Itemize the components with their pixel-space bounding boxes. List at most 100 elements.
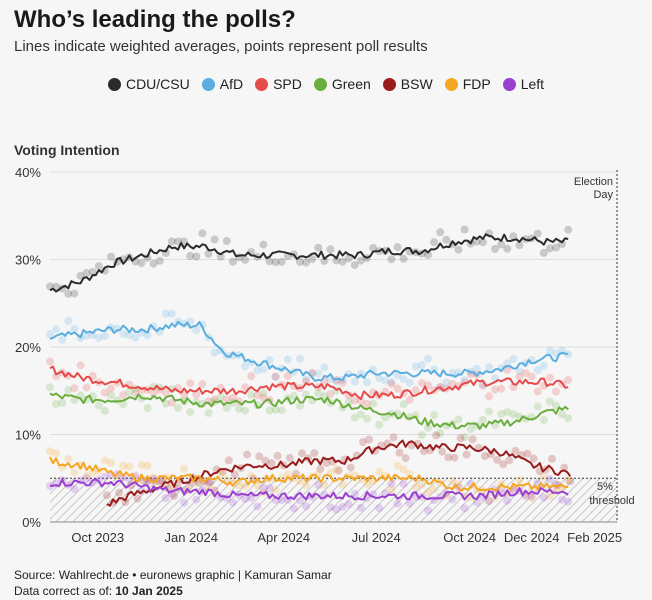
poll-point <box>417 361 426 370</box>
poll-point <box>82 474 91 483</box>
poll-point <box>375 374 384 383</box>
poll-point <box>296 257 304 266</box>
poll-point <box>424 506 432 515</box>
legend-item: AfD <box>201 76 244 92</box>
poll-point <box>442 235 451 244</box>
poll-point <box>174 403 182 412</box>
poll-point <box>527 493 536 502</box>
poll-point <box>222 395 231 404</box>
poll-point <box>527 372 536 381</box>
poll-point <box>497 384 506 393</box>
y-tick-label: 30% <box>15 253 41 268</box>
poll-point <box>76 361 85 370</box>
poll-point <box>143 331 152 340</box>
poll-point <box>365 435 374 444</box>
poll-point <box>485 407 493 416</box>
poll-points-cducsu <box>46 225 573 298</box>
poll-point <box>247 472 256 480</box>
series-line-bsw <box>106 439 572 507</box>
poll-point <box>46 447 54 456</box>
poll-point <box>332 465 341 474</box>
poll-point <box>161 494 170 502</box>
poll-point <box>131 333 140 342</box>
poll-point <box>552 387 560 396</box>
poll-point <box>247 390 256 399</box>
poll-point <box>444 453 453 462</box>
poll-point <box>387 255 396 264</box>
poll-point <box>485 392 493 401</box>
poll-point <box>393 384 402 393</box>
poll-point <box>405 499 414 508</box>
poll-point <box>107 384 115 393</box>
poll-point <box>338 378 347 387</box>
legend-item: CDU/CSU <box>107 76 190 92</box>
poll-point <box>265 257 274 266</box>
legend-item: Left <box>502 76 545 92</box>
poll-point <box>167 237 176 246</box>
poll-point <box>515 372 524 381</box>
poll-point <box>369 243 378 252</box>
poll-point <box>271 373 280 382</box>
x-tick-label: Jul 2024 <box>352 530 401 545</box>
y-tick-label: 0% <box>22 515 41 530</box>
poll-point <box>564 476 573 484</box>
source-note: Source: Wahlrecht.de • euronews graphic … <box>14 568 332 582</box>
poll-point <box>515 476 524 485</box>
poll-point <box>350 413 359 422</box>
poll-point <box>314 389 323 398</box>
poll-point <box>529 454 538 463</box>
election-day-label: Election <box>574 176 613 188</box>
poll-point <box>161 388 170 397</box>
poll-point <box>192 390 201 399</box>
poll-point <box>350 396 359 405</box>
legend: CDU/CSU AfD SPD Green BSW FDP Left <box>0 76 652 92</box>
poll-point <box>356 397 365 405</box>
legend-label: AfD <box>219 76 244 92</box>
poll-point <box>503 496 512 505</box>
poll-point <box>230 470 239 479</box>
poll-point <box>259 365 268 374</box>
poll-point <box>314 480 323 489</box>
poll-point <box>167 309 176 318</box>
poll-point <box>346 463 355 472</box>
poll-point <box>332 256 341 265</box>
poll-point <box>253 366 262 375</box>
poll-point <box>338 480 347 489</box>
poll-point <box>222 404 231 413</box>
poll-point <box>387 485 396 494</box>
poll-point <box>381 413 390 422</box>
legend-label: CDU/CSU <box>125 76 190 92</box>
poll-point <box>478 486 487 495</box>
poll-point <box>399 400 408 409</box>
poll-point <box>283 470 292 479</box>
poll-point <box>564 350 573 359</box>
poll-point <box>267 459 276 468</box>
poll-point <box>375 420 384 429</box>
poll-point <box>119 473 128 482</box>
poll-point <box>198 380 207 389</box>
poll-point <box>430 485 439 494</box>
poll-point <box>539 416 548 425</box>
poll-point <box>235 481 243 490</box>
poll-point <box>241 362 250 371</box>
poll-point <box>133 494 142 503</box>
poll-point <box>466 424 475 433</box>
poll-point <box>545 475 554 484</box>
poll-point <box>204 249 213 258</box>
poll-point <box>509 410 518 419</box>
poll-point <box>419 447 428 456</box>
poll-point <box>411 483 420 492</box>
legend-label: Left <box>520 76 545 92</box>
poll-point <box>369 399 378 408</box>
poll-point <box>100 332 109 340</box>
poll-point <box>94 401 103 410</box>
poll-point <box>509 232 518 241</box>
poll-point <box>161 399 170 408</box>
poll-point <box>70 468 79 477</box>
poll-point <box>119 400 128 409</box>
series-line-cducsu <box>49 233 569 293</box>
poll-point <box>198 229 207 238</box>
poll-point <box>558 410 567 419</box>
poll-point <box>82 471 91 480</box>
poll-point <box>381 376 390 385</box>
